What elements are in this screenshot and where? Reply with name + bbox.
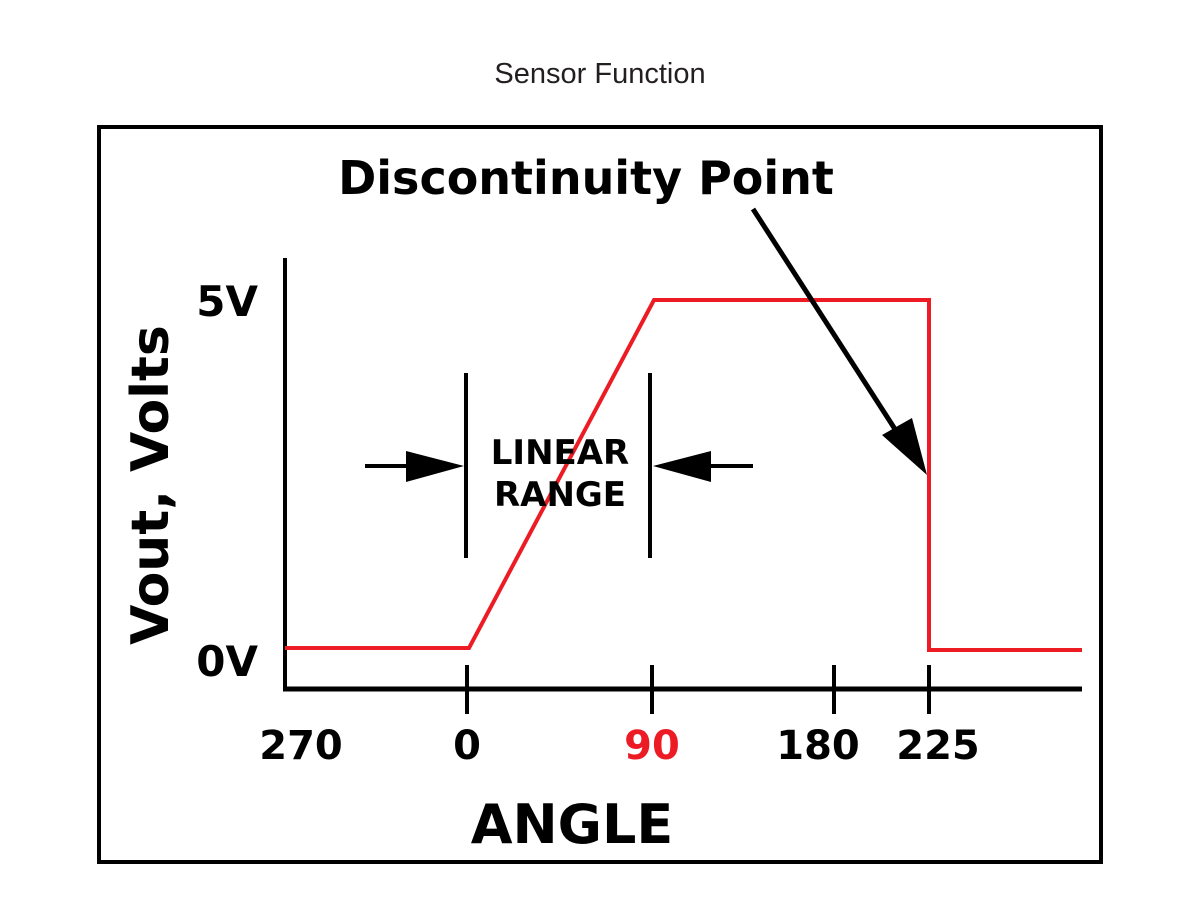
y-axis-label: Vout, Volts <box>121 325 181 645</box>
y-tick-0v: 0V <box>196 637 258 686</box>
vout-signal-line <box>285 298 1082 652</box>
y-tick-5v: 5V <box>196 277 258 326</box>
x-tick-225: 225 <box>896 723 980 769</box>
linear-range-right-arrow-icon <box>653 451 753 482</box>
x-tick-180: 180 <box>776 723 860 769</box>
page-title: Sensor Function <box>494 58 706 90</box>
linear-range-label-line1: LINEAR <box>491 433 630 473</box>
discontinuity-arrow-icon <box>750 207 927 475</box>
diagram-frame <box>97 125 1103 864</box>
discontinuity-point-label: Discontinuity Point <box>338 151 834 205</box>
x-tick-90: 90 <box>624 723 680 769</box>
linear-range-label-line2: RANGE <box>494 475 626 515</box>
x-tick-labels: 270 0 90 180 225 <box>259 723 980 769</box>
x-tick-0: 0 <box>453 723 481 769</box>
x-axis-label: ANGLE <box>471 793 674 856</box>
x-tick-270: 270 <box>259 723 343 769</box>
x-tick-marks <box>465 665 931 714</box>
linear-range-left-arrow-icon <box>365 451 464 482</box>
